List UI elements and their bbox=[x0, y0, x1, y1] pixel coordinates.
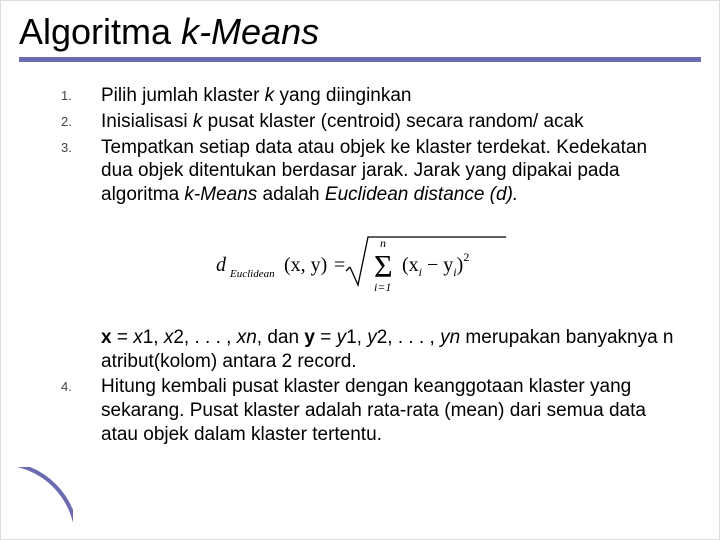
formula-eq: = bbox=[334, 254, 345, 276]
corner-accent-icon bbox=[1, 467, 73, 539]
sigma-icon: Σ bbox=[374, 248, 393, 284]
text-italic: k bbox=[265, 85, 275, 106]
text-part: , dan bbox=[257, 327, 305, 348]
text-part: 1, bbox=[346, 327, 367, 348]
sigma-lower: i=1 bbox=[374, 280, 391, 294]
title-area: Algoritma k-Means bbox=[1, 1, 719, 62]
sigma-upper: n bbox=[380, 236, 386, 250]
text-italic: y bbox=[337, 327, 347, 348]
text-italic: y bbox=[367, 327, 377, 348]
text-italic: x bbox=[164, 327, 174, 348]
list-item-1: 1. Pilih jumlah klaster k yang diinginka… bbox=[41, 84, 679, 108]
list-number: 4. bbox=[41, 375, 101, 394]
formula-euclidean: d Euclidean (x, y) = Σ n i=1 (xi − yi)2 bbox=[41, 229, 679, 304]
list-text: Hitung kembali pusat klaster dengan kean… bbox=[101, 375, 679, 446]
text-part: = bbox=[315, 327, 337, 348]
list-item-4: 4. Hitung kembali pusat klaster dengan k… bbox=[41, 375, 679, 446]
text-italic: k bbox=[193, 111, 203, 132]
text-part: adalah bbox=[257, 184, 325, 205]
list-number: 2. bbox=[41, 110, 101, 129]
text-part: pusat klaster (centroid) secara random/ … bbox=[202, 111, 583, 132]
text-bold: x bbox=[101, 327, 112, 348]
list-item-3: 3. Tempatkan setiap data atau objek ke k… bbox=[41, 136, 679, 207]
formula-args: (x, y) bbox=[284, 254, 327, 276]
slide: Algoritma k-Means 1. Pilih jumlah klaste… bbox=[0, 0, 720, 540]
title-text-italic: k-Means bbox=[181, 11, 319, 52]
text-part: = bbox=[112, 327, 134, 348]
text-part: 2, . . . , bbox=[377, 327, 440, 348]
text-part: Inisialisasi bbox=[101, 111, 193, 132]
list-text: Inisialisasi k pusat klaster (centroid) … bbox=[101, 110, 679, 134]
text-italic: k-Means bbox=[184, 184, 257, 205]
list-number: 3. bbox=[41, 136, 101, 155]
page-title: Algoritma k-Means bbox=[19, 11, 701, 53]
list-text: Tempatkan setiap data atau objek ke klas… bbox=[101, 136, 679, 207]
text-italic: yn bbox=[440, 327, 460, 348]
text-part: Pilih jumlah klaster bbox=[101, 85, 265, 106]
sqrt-tick bbox=[346, 267, 350, 271]
text-part: yang diinginkan bbox=[274, 85, 411, 106]
title-text-plain: Algoritma bbox=[19, 11, 181, 52]
text-part: 1, bbox=[143, 327, 164, 348]
text-italic: x bbox=[133, 327, 143, 348]
formula-sub: Euclidean bbox=[229, 268, 275, 280]
formula-d: d bbox=[216, 254, 227, 276]
list-item-xy: x = x1, x2, . . . , xn, dan y = y1, y2, … bbox=[41, 326, 679, 374]
text-bold: y bbox=[304, 327, 315, 348]
content-area: 1. Pilih jumlah klaster k yang diinginka… bbox=[1, 62, 719, 447]
list-text: x = x1, x2, . . . , xn, dan y = y1, y2, … bbox=[101, 326, 679, 374]
formula-inner: (xi − yi)2 bbox=[402, 250, 469, 279]
text-part: 2, . . . , bbox=[173, 327, 236, 348]
list-item-2: 2. Inisialisasi k pusat klaster (centroi… bbox=[41, 110, 679, 134]
text-italic: xn bbox=[237, 327, 257, 348]
list-number: 1. bbox=[41, 84, 101, 103]
list-text: Pilih jumlah klaster k yang diinginkan bbox=[101, 84, 679, 108]
formula-svg: d Euclidean (x, y) = Σ n i=1 (xi − yi)2 bbox=[210, 229, 510, 299]
list-number-empty bbox=[41, 326, 101, 330]
text-italic: Euclidean distance (d). bbox=[325, 184, 518, 205]
